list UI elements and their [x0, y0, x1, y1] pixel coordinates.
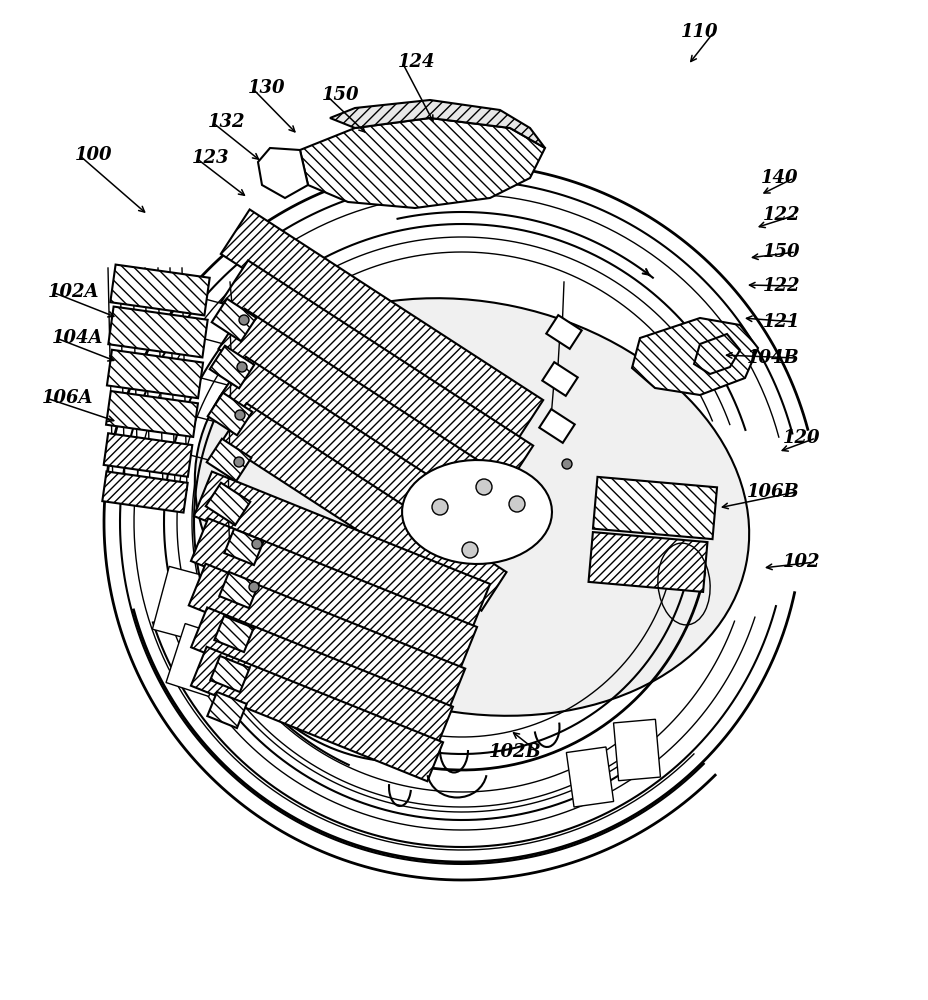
Polygon shape: [110, 265, 210, 315]
Text: 106B: 106B: [746, 483, 799, 501]
Polygon shape: [207, 692, 247, 728]
Text: 106A: 106A: [42, 389, 94, 407]
Polygon shape: [631, 318, 757, 395]
Ellipse shape: [195, 298, 748, 716]
Text: 150: 150: [322, 86, 359, 104]
Circle shape: [235, 410, 245, 420]
Text: 102: 102: [781, 553, 819, 571]
Polygon shape: [205, 483, 250, 525]
Polygon shape: [221, 403, 506, 611]
Circle shape: [475, 479, 492, 495]
Text: 104A: 104A: [52, 329, 103, 347]
Polygon shape: [588, 532, 707, 592]
Polygon shape: [592, 477, 716, 539]
Polygon shape: [107, 350, 203, 398]
Text: 132: 132: [208, 113, 245, 131]
Polygon shape: [188, 564, 465, 710]
Polygon shape: [221, 260, 533, 488]
Polygon shape: [210, 656, 250, 692]
Circle shape: [509, 496, 524, 512]
Polygon shape: [194, 472, 490, 628]
Text: 100: 100: [75, 146, 112, 164]
Polygon shape: [538, 409, 574, 443]
Circle shape: [237, 362, 247, 372]
Polygon shape: [402, 460, 551, 564]
Circle shape: [234, 457, 244, 467]
Text: 104B: 104B: [746, 349, 799, 367]
Polygon shape: [212, 299, 256, 341]
Text: 123: 123: [192, 149, 229, 167]
Polygon shape: [329, 100, 545, 148]
Text: 122: 122: [762, 277, 799, 295]
Polygon shape: [546, 315, 581, 349]
Polygon shape: [102, 471, 187, 513]
Text: 140: 140: [760, 169, 797, 187]
Text: 120: 120: [781, 429, 819, 447]
Circle shape: [238, 315, 249, 325]
Polygon shape: [166, 624, 227, 696]
Polygon shape: [221, 209, 543, 445]
Polygon shape: [109, 307, 208, 357]
Text: 130: 130: [248, 79, 285, 97]
Polygon shape: [224, 529, 264, 565]
Polygon shape: [218, 309, 525, 531]
Polygon shape: [566, 747, 613, 807]
Polygon shape: [191, 647, 443, 781]
Text: 110: 110: [680, 23, 717, 41]
Polygon shape: [612, 719, 660, 781]
Text: 124: 124: [397, 53, 435, 71]
Polygon shape: [214, 616, 253, 652]
Polygon shape: [104, 433, 192, 477]
Circle shape: [561, 459, 572, 469]
Polygon shape: [220, 357, 514, 571]
Polygon shape: [693, 334, 740, 374]
Polygon shape: [106, 391, 198, 437]
Text: 150: 150: [762, 243, 799, 261]
Polygon shape: [152, 566, 215, 642]
Polygon shape: [206, 439, 251, 481]
Circle shape: [461, 542, 478, 558]
Circle shape: [432, 499, 447, 515]
Polygon shape: [219, 572, 258, 608]
Text: 102B: 102B: [489, 743, 541, 761]
Polygon shape: [191, 607, 453, 747]
Circle shape: [249, 582, 259, 592]
Polygon shape: [210, 346, 254, 388]
Text: 102A: 102A: [48, 283, 99, 301]
Circle shape: [251, 539, 262, 549]
Text: 122: 122: [762, 206, 799, 224]
Polygon shape: [258, 148, 308, 198]
Polygon shape: [208, 393, 252, 435]
Polygon shape: [191, 518, 477, 670]
Text: 121: 121: [762, 313, 799, 331]
Polygon shape: [542, 362, 577, 396]
Polygon shape: [300, 118, 545, 208]
